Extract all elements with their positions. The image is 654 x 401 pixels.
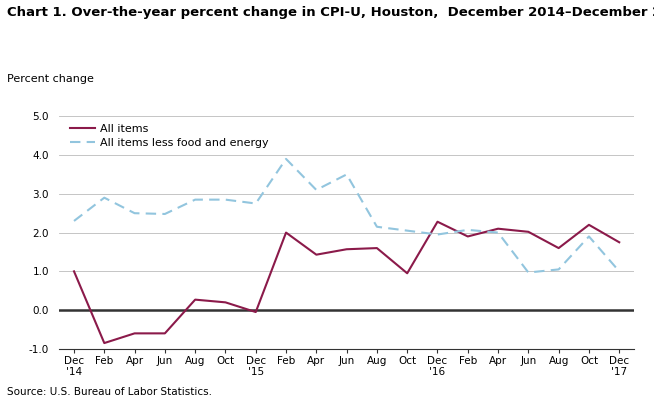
All items less food and energy: [373, 225, 381, 229]
Line: All items: All items: [74, 222, 619, 343]
All items: [585, 223, 593, 227]
All items: [434, 219, 441, 224]
All items: [494, 226, 502, 231]
All items: [252, 310, 260, 314]
All items: [343, 247, 351, 252]
All items: [525, 229, 532, 234]
All items: [222, 300, 230, 305]
All items less food and energy: [131, 211, 139, 216]
All items less food and energy: [615, 269, 623, 274]
Text: Source: U.S. Bureau of Labor Statistics.: Source: U.S. Bureau of Labor Statistics.: [7, 387, 211, 397]
All items: [615, 240, 623, 245]
All items less food and energy: [252, 201, 260, 206]
All items less food and energy: [343, 172, 351, 177]
All items: [404, 271, 411, 276]
All items less food and energy: [494, 230, 502, 235]
All items less food and energy: [222, 197, 230, 202]
Legend: All items, All items less food and energy: All items, All items less food and energ…: [70, 124, 269, 148]
All items less food and energy: [282, 156, 290, 161]
All items less food and energy: [161, 212, 169, 217]
All items: [131, 331, 139, 336]
All items less food and energy: [585, 234, 593, 239]
All items less food and energy: [555, 267, 562, 272]
All items less food and energy: [525, 270, 532, 275]
All items: [373, 246, 381, 251]
All items: [282, 230, 290, 235]
Line: All items less food and energy: All items less food and energy: [74, 159, 619, 273]
All items less food and energy: [100, 195, 108, 200]
All items less food and energy: [191, 197, 199, 202]
All items: [100, 340, 108, 345]
All items: [191, 297, 199, 302]
All items: [70, 269, 78, 274]
All items less food and energy: [464, 227, 472, 232]
All items less food and energy: [404, 228, 411, 233]
All items less food and energy: [70, 219, 78, 223]
All items less food and energy: [434, 232, 441, 237]
Text: Percent change: Percent change: [7, 74, 94, 84]
All items: [464, 234, 472, 239]
All items: [161, 331, 169, 336]
All items less food and energy: [313, 188, 320, 192]
All items: [313, 252, 320, 257]
All items: [555, 246, 562, 251]
Text: Chart 1. Over-the-year percent change in CPI-U, Houston,  December 2014–December: Chart 1. Over-the-year percent change in…: [7, 6, 654, 19]
